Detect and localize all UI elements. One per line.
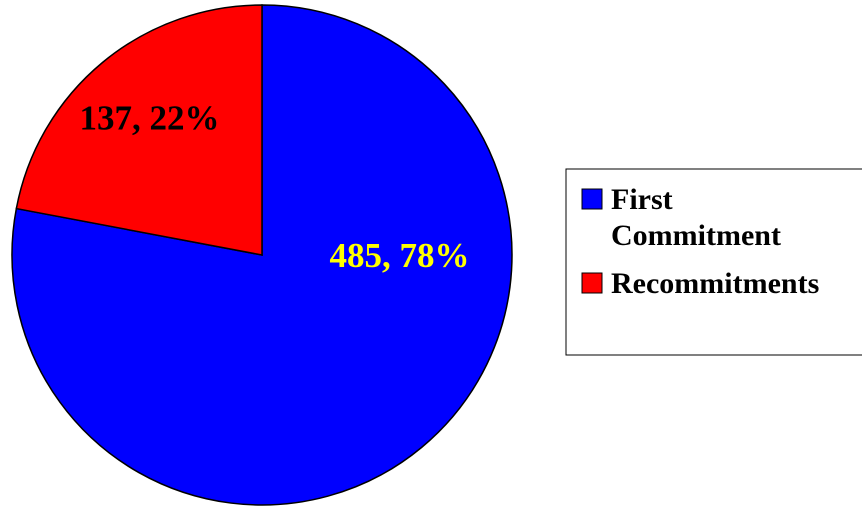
pie-slice-recommitments: [15, 4, 263, 256]
legend-swatch-first-commitment: [581, 188, 603, 210]
legend-label-recommitments: Recommitments: [611, 267, 819, 300]
legend-swatch-recommitments: [581, 272, 603, 294]
legend-box: [565, 168, 862, 356]
slice-label-first-commitment: 485, 78%: [330, 236, 470, 275]
pie-slice-labels: 485, 78% 137, 22%: [80, 99, 470, 276]
slice-label-recommitments: 137, 22%: [80, 99, 220, 138]
legend-label-first-commitment: First: [611, 183, 673, 216]
pie-slices: [11, 4, 513, 506]
legend-label-first-commitment: Commitment: [611, 219, 781, 252]
